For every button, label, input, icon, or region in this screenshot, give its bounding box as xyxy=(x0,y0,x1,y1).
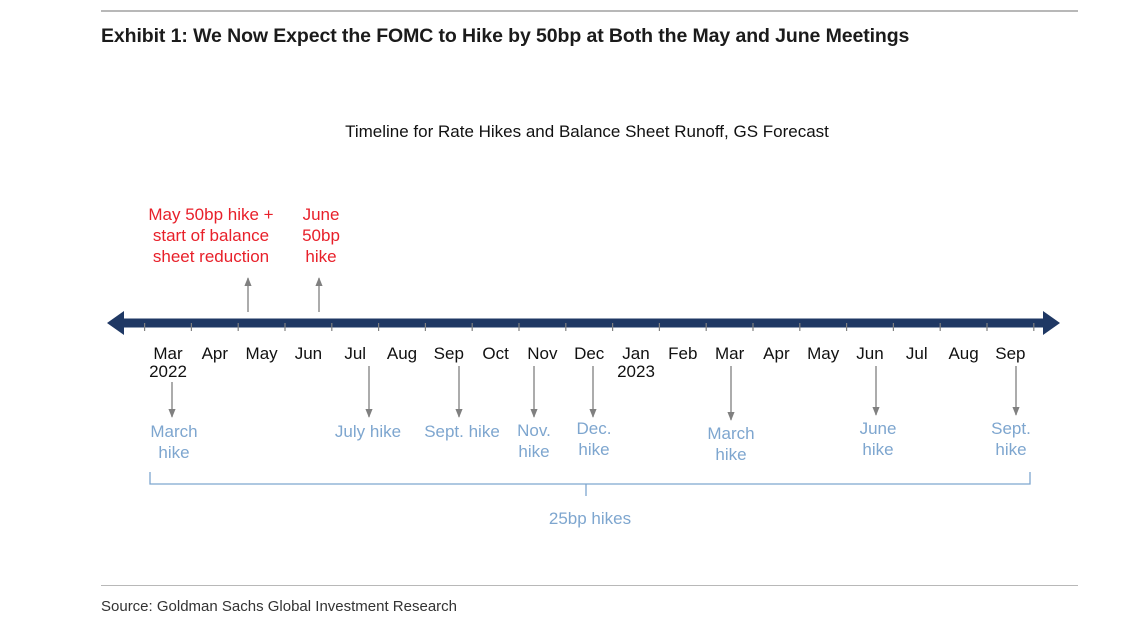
event-label-blue: hike xyxy=(578,440,609,459)
month-label: Feb xyxy=(668,344,697,363)
top-rule xyxy=(101,10,1078,12)
event-label-blue: hike xyxy=(862,440,893,459)
exhibit-title: Exhibit 1: We Now Expect the FOMC to Hik… xyxy=(101,25,910,47)
hikes-bracket: 25bp hikes xyxy=(149,472,1031,528)
event-label-blue: hike xyxy=(518,442,549,461)
bracket-label: 25bp hikes xyxy=(549,509,631,528)
month-label: Jan xyxy=(622,344,649,363)
event-label-blue: hike xyxy=(995,440,1026,459)
month-label: Apr xyxy=(202,344,229,363)
month-label: Jun xyxy=(856,344,883,363)
year-label: 2023 xyxy=(617,362,655,381)
event-label-blue: hike xyxy=(715,445,746,464)
event-label-blue: March xyxy=(707,424,754,443)
bracket-line xyxy=(149,472,1031,485)
month-label: May xyxy=(246,344,279,363)
event-label-red: hike xyxy=(305,247,336,266)
event-label-blue: June xyxy=(860,419,897,438)
bottom-rule xyxy=(101,585,1078,586)
chart-title: Timeline for Rate Hikes and Balance Shee… xyxy=(345,122,829,141)
source-note: Source: Goldman Sachs Global Investment … xyxy=(101,598,458,615)
month-label: Nov xyxy=(527,344,558,363)
timeline-arrow-right xyxy=(1043,311,1060,335)
events-below: March hike July hike Sept. hike Nov. hike Dec.… xyxy=(150,366,1031,464)
event-label-blue: hike xyxy=(158,443,189,462)
event-label-blue: Dec. xyxy=(577,419,612,438)
event-label-blue: Sept. xyxy=(991,419,1031,438)
month-label: Jun xyxy=(295,344,322,363)
event-label-red: sheet reduction xyxy=(153,247,269,266)
events-above: May 50bp hike + start of balance sheet red… xyxy=(148,205,340,312)
event-label-blue: July hike xyxy=(335,422,401,441)
month-label: Dec xyxy=(574,344,605,363)
event-label-blue: Nov. xyxy=(517,421,551,440)
month-label: May xyxy=(807,344,840,363)
month-labels: Mar Apr May Jun Jul Aug Sep Oct Nov Dec Jan Feb Mar A… xyxy=(149,344,1025,381)
event-label-blue: March xyxy=(150,422,197,441)
month-label: Sep xyxy=(995,344,1025,363)
timeline-arrow-left xyxy=(107,311,124,335)
event-label-red: 50bp xyxy=(302,226,340,245)
month-label: Aug xyxy=(948,344,978,363)
month-label: Apr xyxy=(763,344,790,363)
event-label-red: start of balance xyxy=(153,226,269,245)
event-label-blue: Sept. hike xyxy=(424,422,500,441)
event-label-red: May 50bp hike + xyxy=(148,205,273,224)
month-label: Sep xyxy=(434,344,464,363)
timeline-axis xyxy=(107,311,1060,335)
month-label: Oct xyxy=(482,344,509,363)
month-label: Jul xyxy=(344,344,366,363)
month-label: Mar xyxy=(715,344,745,363)
month-label: Mar xyxy=(153,344,183,363)
month-label: Aug xyxy=(387,344,417,363)
event-label-red: June xyxy=(303,205,340,224)
month-label: Jul xyxy=(906,344,928,363)
year-label: 2022 xyxy=(149,362,187,381)
